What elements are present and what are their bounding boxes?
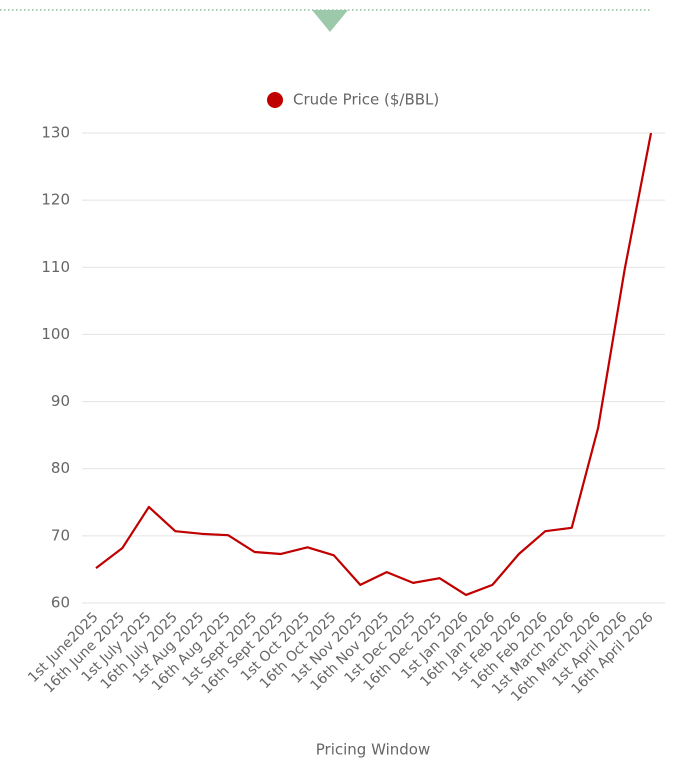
y-tick-label: 70: [51, 526, 70, 544]
y-tick-label: 90: [51, 392, 70, 410]
divider-arrow: [312, 10, 348, 32]
y-tick-label: 130: [41, 124, 70, 142]
y-tick-label: 80: [51, 459, 70, 477]
x-axis-title: Pricing Window: [316, 741, 430, 759]
line: [95, 132, 653, 597]
y-tick-label: 120: [41, 191, 70, 209]
y-tick-label: 60: [51, 594, 70, 612]
legend-swatch: [267, 92, 283, 108]
y-tick-label: 100: [41, 325, 70, 343]
y-tick-label: 110: [41, 258, 70, 276]
legend-label: Crude Price ($/BBL): [293, 91, 439, 109]
